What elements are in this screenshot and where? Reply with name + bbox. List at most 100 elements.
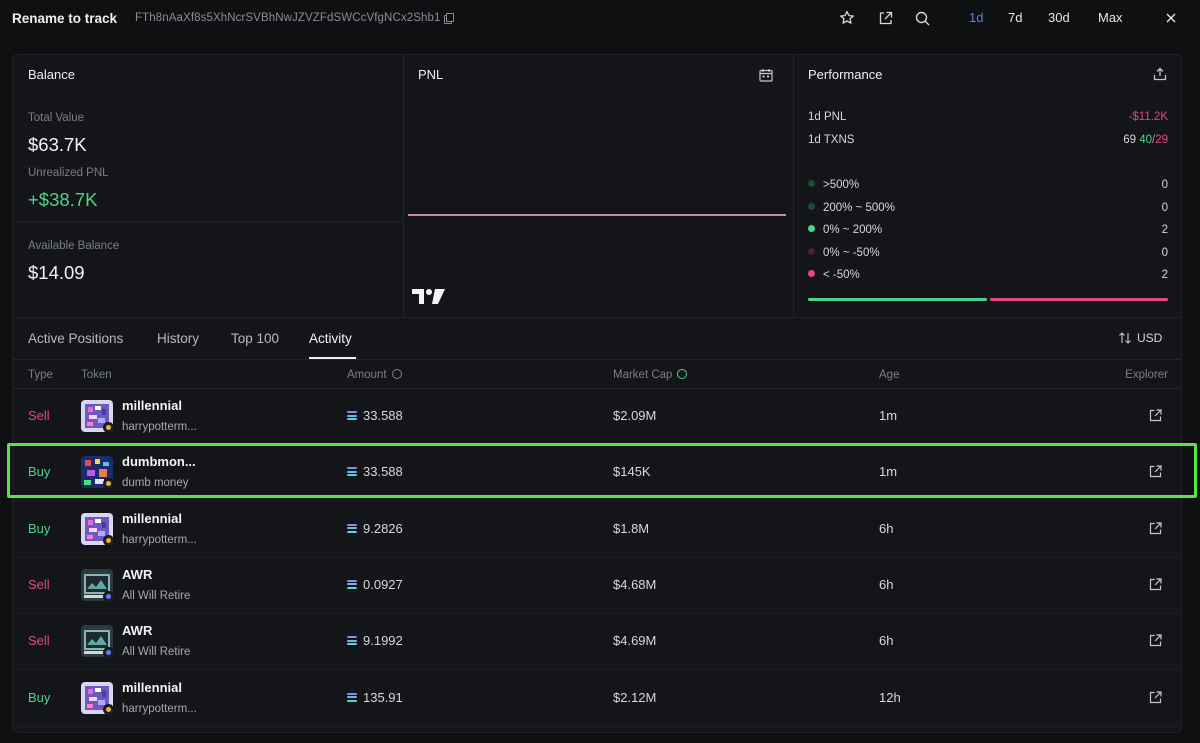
unrealized-pnl-label: Unrealized PNL [28, 167, 109, 179]
platform-badge-icon [103, 478, 113, 489]
solana-icon [347, 579, 358, 589]
trade-amount: 9.1992 [347, 633, 403, 648]
amount-value: 33.588 [363, 464, 403, 480]
header-explorer: Explorer [1125, 369, 1168, 381]
token-name: harrypotterm... [122, 421, 197, 433]
header-market-cap-label: Market Cap [613, 369, 673, 381]
token-symbol[interactable]: AWR [122, 566, 153, 582]
market-cap: $145K [613, 464, 651, 480]
solana-icon [347, 636, 358, 646]
table-row[interactable]: Sell millennial harrypotterm... 33.588 $2.09… [13, 389, 1181, 445]
explorer-link-icon[interactable] [1149, 465, 1163, 479]
unrealized-pnl-value: +$38.7K [28, 189, 98, 210]
currency-toggle[interactable]: USD [1118, 331, 1162, 345]
trade-amount: 33.588 [347, 408, 403, 423]
bucket-label-text: 0% ~ -50% [823, 246, 880, 259]
table-row[interactable]: Sell AWR All Will Retire 0.0927 $4.68M 6h [13, 558, 1181, 614]
token-avatar[interactable] [81, 625, 113, 658]
table-row[interactable]: Buy millennial harrypotterm... 135.91 $2.12M… [13, 671, 1181, 727]
table-row[interactable]: Buy dumbmon... dumb money 33.588 $145K 1m [13, 445, 1181, 502]
tab-top-100[interactable]: Top 100 [231, 331, 280, 346]
available-balance-value: $14.09 [28, 262, 85, 283]
timeframe-1d[interactable]: 1d [969, 10, 984, 25]
pnl-line [408, 214, 786, 216]
token-symbol[interactable]: millennial [122, 510, 182, 526]
external-link-icon[interactable] [876, 9, 894, 27]
token-avatar[interactable] [81, 681, 113, 714]
market-cap: $1.8M [613, 520, 650, 536]
market-cap: $4.68M [613, 576, 657, 592]
pnl-title: PNL [418, 67, 444, 82]
token-symbol[interactable]: millennial [122, 398, 182, 413]
timeframe-7d[interactable]: 7d [1008, 10, 1023, 25]
bucket-count: 2 [1161, 224, 1168, 236]
tab-history[interactable]: History [157, 331, 200, 346]
pnl-card: PNL [404, 55, 793, 317]
trade-type: Buy [28, 689, 51, 705]
total-value: $63.7K [28, 134, 87, 155]
token-avatar[interactable] [81, 456, 113, 489]
token-symbol[interactable]: millennial [122, 679, 182, 695]
bucket-label: < -50% [808, 269, 860, 281]
explorer-link-icon[interactable] [1149, 409, 1163, 423]
coin-icon [677, 369, 688, 379]
search-icon[interactable] [913, 9, 931, 27]
bucket-label: 200% ~ 500% [808, 202, 895, 214]
perf-pnl-value: -$11.2K [1128, 111, 1168, 123]
header-market-cap[interactable]: Market Cap [613, 369, 688, 381]
explorer-link-icon[interactable] [1149, 690, 1163, 705]
amount-value: 9.1992 [363, 633, 403, 649]
performance-txns-row: 1d TXNS 69 40/29 [808, 134, 1168, 150]
explorer-link-icon[interactable] [1149, 521, 1163, 536]
balance-title: Balance [28, 67, 75, 82]
explorer-link-icon[interactable] [1149, 578, 1163, 592]
tab-active-positions[interactable]: Active Positions [28, 331, 124, 346]
bucket-label: 0% ~ 200% [808, 224, 882, 236]
tab-activity[interactable]: Activity [309, 331, 352, 346]
amount-value: 9.2826 [363, 520, 403, 536]
txns-total: 69 [1123, 134, 1136, 146]
trade-type: Buy [28, 464, 51, 480]
currency-label: USD [1137, 331, 1163, 345]
explorer-link-icon[interactable] [1149, 634, 1163, 648]
token-symbol[interactable]: dumbmon... [122, 454, 196, 470]
table-row[interactable]: Buy millennial harrypotterm... 9.2826 $1.8M 6… [13, 502, 1181, 558]
pnl-bucket-row: 200% ~ 500% 0 [808, 202, 1168, 218]
solana-icon [347, 692, 358, 702]
token-name: dumb money [122, 477, 189, 490]
calendar-icon[interactable] [759, 68, 773, 85]
active-tab-indicator [309, 357, 356, 359]
wallet-address[interactable]: FTh8nAaXf8s5XhNcrSVBhNwJZVZFdSWCcVfgNCx2… [135, 12, 441, 24]
token-name: harrypotterm... [122, 702, 197, 715]
trade-type: Sell [28, 576, 50, 592]
timeframe-30d[interactable]: 30d [1048, 10, 1070, 25]
timeframe-max[interactable]: Max [1098, 10, 1123, 25]
bucket-count: 0 [1161, 179, 1168, 191]
wallet-name[interactable]: Rename to track [12, 10, 118, 26]
bucket-label: 0% ~ -50% [808, 247, 880, 259]
bucket-dot [808, 225, 815, 232]
trade-amount: 0.0927 [347, 577, 403, 592]
token-avatar[interactable] [81, 512, 113, 545]
table-row[interactable]: Sell AWR All Will Retire 9.1992 $4.69M 6h [13, 614, 1181, 671]
trade-amount: 33.588 [347, 464, 403, 479]
amount-value: 0.0927 [363, 576, 403, 592]
performance-pnl-row: 1d PNL -$11.2K [808, 111, 1168, 127]
bucket-label-text: 0% ~ 200% [823, 224, 883, 236]
trade-age: 1m [879, 464, 898, 480]
close-icon[interactable] [1162, 9, 1180, 27]
balance-card: Balance Total Value $63.7K Unrealized PN… [13, 55, 403, 317]
bucket-count: 0 [1161, 246, 1168, 259]
token-symbol[interactable]: AWR [122, 623, 153, 639]
token-avatar[interactable] [81, 400, 113, 432]
share-icon[interactable] [1153, 67, 1167, 84]
copy-icon[interactable] [444, 12, 455, 24]
token-name: All Will Retire [122, 646, 191, 659]
star-icon[interactable] [838, 9, 856, 27]
bucket-dot [808, 202, 815, 210]
bucket-label-text: < -50% [823, 269, 860, 281]
token-avatar[interactable] [81, 568, 113, 601]
divider [13, 317, 1181, 318]
header-amount[interactable]: Amount [347, 369, 402, 381]
trade-amount: 135.91 [347, 690, 403, 705]
